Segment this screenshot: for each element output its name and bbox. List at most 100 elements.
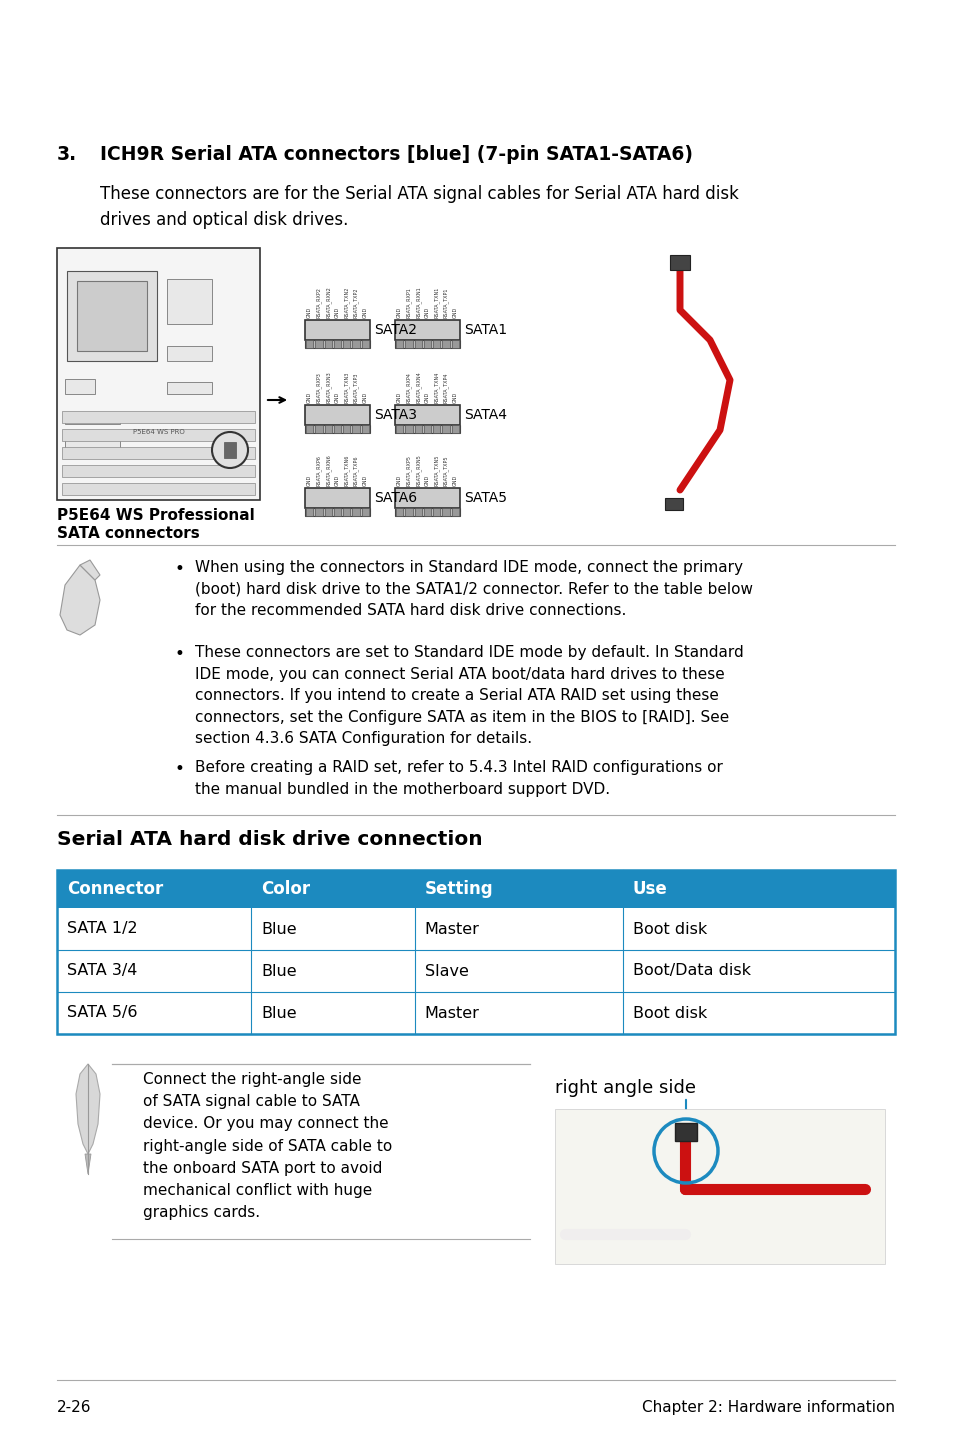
Bar xyxy=(334,426,341,433)
Text: RSATA_TXP4: RSATA_TXP4 xyxy=(443,372,449,403)
Text: These connectors are set to Standard IDE mode by default. In Standard
IDE mode, : These connectors are set to Standard IDE… xyxy=(194,646,743,746)
Bar xyxy=(405,426,412,433)
Text: RSATA_RXP6: RSATA_RXP6 xyxy=(315,454,321,486)
Bar xyxy=(57,247,260,500)
Text: RSATA_RXP2: RSATA_RXP2 xyxy=(315,288,321,318)
Text: Serial ATA hard disk drive connection: Serial ATA hard disk drive connection xyxy=(57,830,482,848)
Text: Color: Color xyxy=(261,880,311,897)
Text: SATA3: SATA3 xyxy=(374,408,416,421)
Bar xyxy=(57,870,894,907)
Bar xyxy=(57,992,894,1034)
Bar xyxy=(352,508,359,516)
Polygon shape xyxy=(85,1155,91,1173)
Text: RSATA_RXN3: RSATA_RXN3 xyxy=(325,371,331,403)
Bar xyxy=(305,508,370,516)
Bar xyxy=(224,441,235,457)
Text: Connector: Connector xyxy=(67,880,163,897)
Polygon shape xyxy=(80,559,100,580)
Circle shape xyxy=(212,431,248,467)
Text: GND: GND xyxy=(335,391,339,403)
Text: GND: GND xyxy=(335,475,339,486)
Bar xyxy=(324,426,332,433)
Text: Before creating a RAID set, refer to 5.4.3 Intel RAID configurations or
the manu: Before creating a RAID set, refer to 5.4… xyxy=(194,761,722,797)
Text: RSATA_TXN1: RSATA_TXN1 xyxy=(434,286,439,318)
Text: RSATA_TXN4: RSATA_TXN4 xyxy=(434,371,439,403)
Text: Boot disk: Boot disk xyxy=(632,922,706,936)
Text: RSATA_TXN6: RSATA_TXN6 xyxy=(344,454,349,486)
Bar xyxy=(664,498,682,510)
Bar xyxy=(305,487,370,508)
Bar xyxy=(305,339,370,348)
Bar xyxy=(57,951,894,992)
Text: Master: Master xyxy=(424,922,479,936)
Bar xyxy=(62,411,254,423)
Bar xyxy=(405,339,412,348)
Text: GND: GND xyxy=(453,475,457,486)
Bar xyxy=(314,339,322,348)
Text: GND: GND xyxy=(307,475,312,486)
Text: SATA6: SATA6 xyxy=(374,490,416,505)
Text: •: • xyxy=(174,761,185,778)
Bar xyxy=(361,426,369,433)
Bar xyxy=(167,279,212,324)
Bar xyxy=(415,508,421,516)
Text: RSATA_RXP1: RSATA_RXP1 xyxy=(406,288,412,318)
Text: RSATA_TXP1: RSATA_TXP1 xyxy=(443,288,449,318)
Text: SATA 3/4: SATA 3/4 xyxy=(67,963,137,978)
Text: P5E64 WS PRO: P5E64 WS PRO xyxy=(132,429,184,436)
Text: RSATA_RXN6: RSATA_RXN6 xyxy=(325,454,331,486)
Text: Setting: Setting xyxy=(424,880,493,897)
Text: RSATA_RXN2: RSATA_RXN2 xyxy=(325,286,331,318)
Text: RSATA_RXN1: RSATA_RXN1 xyxy=(415,286,420,318)
Text: GND: GND xyxy=(307,306,312,318)
Text: SATA5: SATA5 xyxy=(463,490,506,505)
Text: RSATA_RXN4: RSATA_RXN4 xyxy=(415,371,420,403)
Text: RSATA_RXN5: RSATA_RXN5 xyxy=(415,454,420,486)
Text: Boot/Data disk: Boot/Data disk xyxy=(632,963,750,978)
Bar xyxy=(67,272,157,361)
Text: Blue: Blue xyxy=(261,963,296,978)
Bar xyxy=(423,426,431,433)
Bar xyxy=(442,426,449,433)
Bar xyxy=(343,508,350,516)
Bar xyxy=(442,508,449,516)
Text: •: • xyxy=(174,559,185,578)
Bar xyxy=(395,426,459,433)
Text: RSATA_TXP6: RSATA_TXP6 xyxy=(353,456,358,486)
Bar xyxy=(65,414,120,424)
Bar xyxy=(306,339,313,348)
Bar xyxy=(65,380,95,394)
Text: •: • xyxy=(174,646,185,663)
Bar xyxy=(65,440,120,450)
Text: SATA2: SATA2 xyxy=(374,324,416,336)
Text: SATA 5/6: SATA 5/6 xyxy=(67,1005,137,1021)
Bar xyxy=(334,508,341,516)
Bar xyxy=(306,508,313,516)
Bar xyxy=(675,1123,697,1140)
Text: GND: GND xyxy=(396,306,402,318)
Bar xyxy=(451,339,458,348)
Bar xyxy=(395,406,459,426)
Text: GND: GND xyxy=(362,306,368,318)
Text: SATA connectors: SATA connectors xyxy=(57,526,199,541)
Text: Blue: Blue xyxy=(261,1005,296,1021)
Bar xyxy=(395,426,403,433)
Text: Blue: Blue xyxy=(261,922,296,936)
Text: GND: GND xyxy=(362,391,368,403)
Bar xyxy=(423,508,431,516)
Text: right angle side: right angle side xyxy=(555,1078,696,1097)
Bar xyxy=(314,426,322,433)
Bar xyxy=(305,426,370,433)
Bar xyxy=(306,426,313,433)
Bar xyxy=(314,508,322,516)
Bar xyxy=(361,508,369,516)
Bar xyxy=(395,321,459,339)
Text: RSATA_RXP4: RSATA_RXP4 xyxy=(406,372,412,403)
Bar xyxy=(305,321,370,339)
Bar xyxy=(324,508,332,516)
Bar xyxy=(57,870,894,1034)
Bar xyxy=(62,464,254,477)
Bar xyxy=(395,339,459,348)
Bar xyxy=(62,447,254,459)
Text: Use: Use xyxy=(632,880,667,897)
